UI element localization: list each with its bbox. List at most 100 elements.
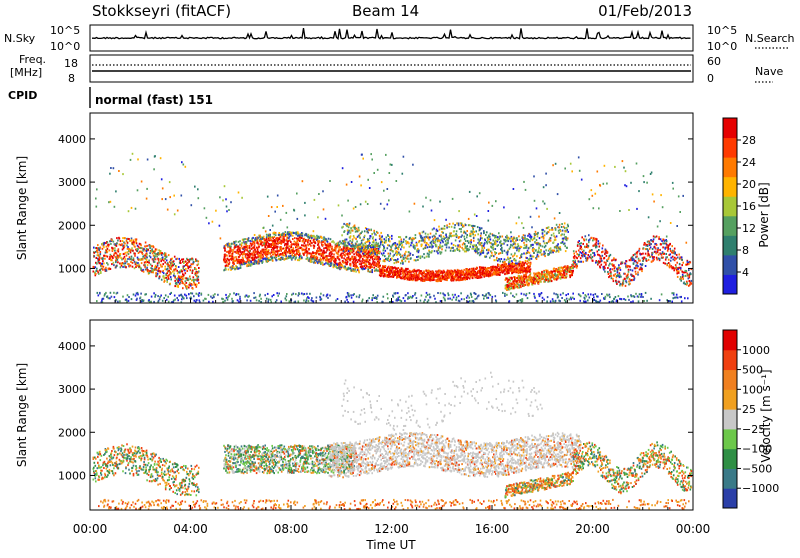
- echo-cell: [97, 244, 99, 246]
- echo-cell: [102, 258, 104, 260]
- echo-cell: [389, 255, 391, 257]
- echo-cell: [115, 261, 117, 263]
- echo-cell: [514, 254, 516, 256]
- echo-cell: [418, 275, 420, 277]
- echo-cell: [132, 250, 134, 252]
- echo-cell: [322, 264, 324, 266]
- echo-cell: [420, 255, 422, 257]
- echo-cell: [531, 255, 533, 257]
- echo-cell: [509, 277, 511, 279]
- echo-cell: [321, 249, 323, 251]
- echo-cell: [269, 235, 271, 237]
- echo-cell: [117, 259, 119, 261]
- echo-cell: [284, 233, 286, 235]
- echo-cell: [421, 240, 423, 242]
- echo-cell: [465, 240, 467, 242]
- echo-cell: [253, 251, 255, 253]
- echo-cell: [190, 266, 192, 268]
- echo-cell: [370, 235, 372, 237]
- echo-cell: [226, 262, 228, 264]
- echo-cell: [368, 229, 370, 231]
- echo-cell: [379, 260, 381, 262]
- echo-cell: [335, 260, 337, 262]
- echo-cell: [530, 263, 532, 265]
- echo-cell: [170, 278, 172, 280]
- echo-cell: [378, 262, 380, 264]
- echo-cell: [356, 241, 358, 243]
- echo-cell: [311, 242, 313, 244]
- echo-cell: [156, 256, 158, 258]
- echo-cell: [293, 232, 295, 234]
- echo-cell: [134, 261, 136, 263]
- echo-cell: [520, 261, 522, 263]
- echo-cell: [466, 268, 468, 270]
- echo-cell: [464, 243, 466, 245]
- echo-cell: [402, 255, 404, 257]
- echo-cell: [408, 261, 410, 263]
- echo-cell: [540, 250, 542, 252]
- echo-cell: [102, 260, 104, 262]
- echo-cell: [290, 231, 292, 233]
- echo-cell: [441, 251, 443, 253]
- echo-cell: [496, 252, 498, 254]
- echo-cell: [441, 248, 443, 250]
- echo-cell: [393, 250, 395, 252]
- echo-cell: [369, 237, 371, 239]
- echo-cell: [375, 239, 377, 241]
- echo-cell: [424, 257, 426, 259]
- echo-cell: [444, 237, 446, 239]
- echo-cell: [294, 241, 296, 243]
- echo-cell: [230, 246, 232, 248]
- echo-cell: [323, 247, 325, 249]
- echo-cell: [535, 231, 537, 233]
- echo-cell: [104, 242, 106, 244]
- echo-cell: [566, 247, 568, 249]
- echo-cell: [114, 250, 116, 252]
- echo-cell: [180, 262, 182, 264]
- echo-cell: [423, 253, 425, 255]
- echo-cell: [302, 235, 304, 237]
- echo-cell: [370, 257, 372, 259]
- freq-label-2: [MHz]: [10, 66, 42, 79]
- echo-cell: [513, 287, 515, 289]
- echo-cell: [116, 265, 118, 267]
- echo-cell: [429, 246, 431, 248]
- echo-cell: [238, 267, 240, 269]
- echo-cell: [533, 256, 535, 258]
- echo-cell: [483, 249, 485, 251]
- echo-cell: [503, 271, 505, 273]
- echo-cell: [224, 250, 226, 252]
- echo-cell: [120, 253, 122, 255]
- echo-cell: [364, 230, 366, 232]
- echo-cell: [266, 240, 268, 242]
- echo-cell: [449, 277, 451, 279]
- echo-cell: [517, 282, 519, 284]
- echo-cell: [379, 237, 381, 239]
- echo-cell: [506, 240, 508, 242]
- echo-cell: [376, 245, 378, 247]
- echo-cell: [467, 277, 469, 279]
- echo-cell: [561, 223, 563, 225]
- echo-cell: [268, 240, 270, 242]
- echo-cell: [137, 250, 139, 252]
- echo-cell: [563, 238, 565, 240]
- echo-cell: [333, 242, 335, 244]
- echo-cell: [316, 235, 318, 237]
- echo-cell: [174, 277, 176, 279]
- echo-cell: [339, 249, 341, 251]
- echo-cell: [152, 271, 154, 273]
- echo-cell: [100, 247, 102, 249]
- echo-cell: [493, 255, 495, 257]
- echo-cell: [369, 242, 371, 244]
- echo-cell: [287, 242, 289, 244]
- echo-cell: [476, 267, 478, 269]
- echo-cell: [248, 264, 250, 266]
- echo-cell: [460, 240, 462, 242]
- nsky-label: N.Sky: [4, 32, 36, 45]
- echo-cell: [323, 254, 325, 256]
- echo-cell: [466, 230, 468, 232]
- echo-cell: [187, 270, 189, 272]
- echo-cell: [359, 248, 361, 250]
- echo-cell: [528, 284, 530, 286]
- echo-cell: [346, 263, 348, 265]
